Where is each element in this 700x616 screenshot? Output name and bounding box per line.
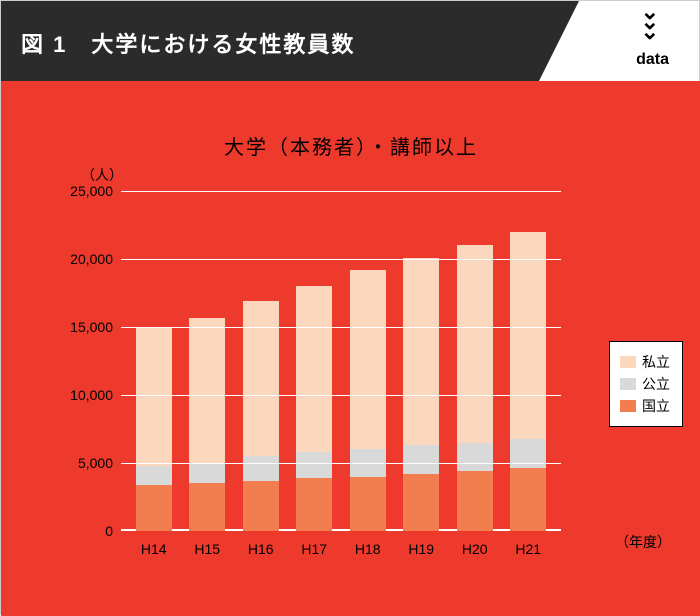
y-tick-label: 5,000 bbox=[78, 455, 113, 471]
legend-swatch bbox=[620, 400, 636, 412]
x-tick-label: H14 bbox=[141, 541, 167, 557]
x-tick-label: H19 bbox=[408, 541, 434, 557]
legend-item: 私立 bbox=[620, 352, 670, 372]
chart-title: 大学（本務者）・講師以上 bbox=[1, 131, 700, 160]
gridline bbox=[121, 327, 561, 328]
header-bar: 図 1 大学における女性教員数 ⌄⌄⌄ data bbox=[1, 1, 699, 81]
chart-area: 大学（本務者）・講師以上 （人） H14 H15 H16 H17 H18 H19 H20 H2… bbox=[1, 81, 700, 616]
y-axis-unit: （人） bbox=[81, 165, 123, 185]
bar: H15 bbox=[189, 318, 225, 532]
figure-frame: 図 1 大学における女性教員数 ⌄⌄⌄ data 大学（本務者）・講師以上 （人… bbox=[0, 0, 700, 615]
gridline bbox=[121, 463, 561, 464]
bar-segment-国立 bbox=[243, 481, 279, 531]
plot-region: H14H15H16H17H18H19H20H21 05,00010,00015,… bbox=[121, 191, 561, 531]
legend: 私立公立国立 bbox=[609, 341, 683, 427]
data-tag: ⌄⌄⌄ data bbox=[559, 1, 699, 81]
bar-segment-私立 bbox=[243, 301, 279, 456]
bar-segment-国立 bbox=[189, 483, 225, 531]
bars-container: H14H15H16H17H18H19H20H21 bbox=[121, 191, 561, 531]
bar-segment-公立 bbox=[403, 445, 439, 474]
bar-segment-国立 bbox=[403, 474, 439, 531]
bar-segment-私立 bbox=[403, 258, 439, 446]
bar-segment-公立 bbox=[189, 463, 225, 483]
bar-segment-国立 bbox=[296, 478, 332, 531]
bar-segment-国立 bbox=[136, 485, 172, 531]
data-tag-label: data bbox=[636, 51, 669, 69]
bar-segment-私立 bbox=[350, 270, 386, 450]
bar-segment-私立 bbox=[296, 286, 332, 452]
y-tick-label: 20,000 bbox=[70, 251, 113, 267]
legend-label: 私立 bbox=[642, 352, 670, 372]
x-tick-label: H21 bbox=[515, 541, 541, 557]
y-tick-label: 25,000 bbox=[70, 183, 113, 199]
x-tick-label: H17 bbox=[301, 541, 327, 557]
bar-segment-公立 bbox=[243, 456, 279, 480]
bar: H16 bbox=[243, 301, 279, 531]
x-axis-unit: （年度） bbox=[615, 532, 671, 552]
bar-segment-公立 bbox=[136, 466, 172, 485]
bar-segment-公立 bbox=[296, 452, 332, 478]
bar-segment-私立 bbox=[189, 318, 225, 464]
bar-segment-国立 bbox=[457, 471, 493, 531]
bar: H14 bbox=[136, 327, 172, 531]
legend-swatch bbox=[620, 378, 636, 390]
bar-segment-国立 bbox=[350, 477, 386, 531]
y-tick-label: 15,000 bbox=[70, 319, 113, 335]
bar-segment-私立 bbox=[510, 232, 546, 439]
legend-label: 公立 bbox=[642, 374, 670, 394]
x-tick-label: H18 bbox=[355, 541, 381, 557]
gridline bbox=[121, 259, 561, 260]
legend-swatch bbox=[620, 356, 636, 368]
y-tick-label: 10,000 bbox=[70, 387, 113, 403]
gridline bbox=[121, 191, 561, 192]
legend-item: 公立 bbox=[620, 374, 670, 394]
bar: H20 bbox=[457, 245, 493, 531]
data-tag-bg bbox=[539, 1, 699, 81]
chevron-down-icon: ⌄⌄⌄ bbox=[641, 7, 659, 37]
x-tick-label: H15 bbox=[194, 541, 220, 557]
bar: H17 bbox=[296, 286, 332, 531]
bar-segment-国立 bbox=[510, 468, 546, 531]
x-tick-label: H16 bbox=[248, 541, 274, 557]
bar-segment-私立 bbox=[457, 245, 493, 442]
legend-item: 国立 bbox=[620, 396, 670, 416]
gridline bbox=[121, 395, 561, 396]
bar-segment-公立 bbox=[457, 443, 493, 472]
bar: H18 bbox=[350, 270, 386, 531]
figure-title: 図 1 大学における女性教員数 bbox=[21, 27, 355, 59]
legend-label: 国立 bbox=[642, 396, 670, 416]
bar-segment-私立 bbox=[136, 327, 172, 466]
x-tick-label: H20 bbox=[462, 541, 488, 557]
bar: H21 bbox=[510, 232, 546, 531]
y-tick-label: 0 bbox=[105, 523, 113, 539]
